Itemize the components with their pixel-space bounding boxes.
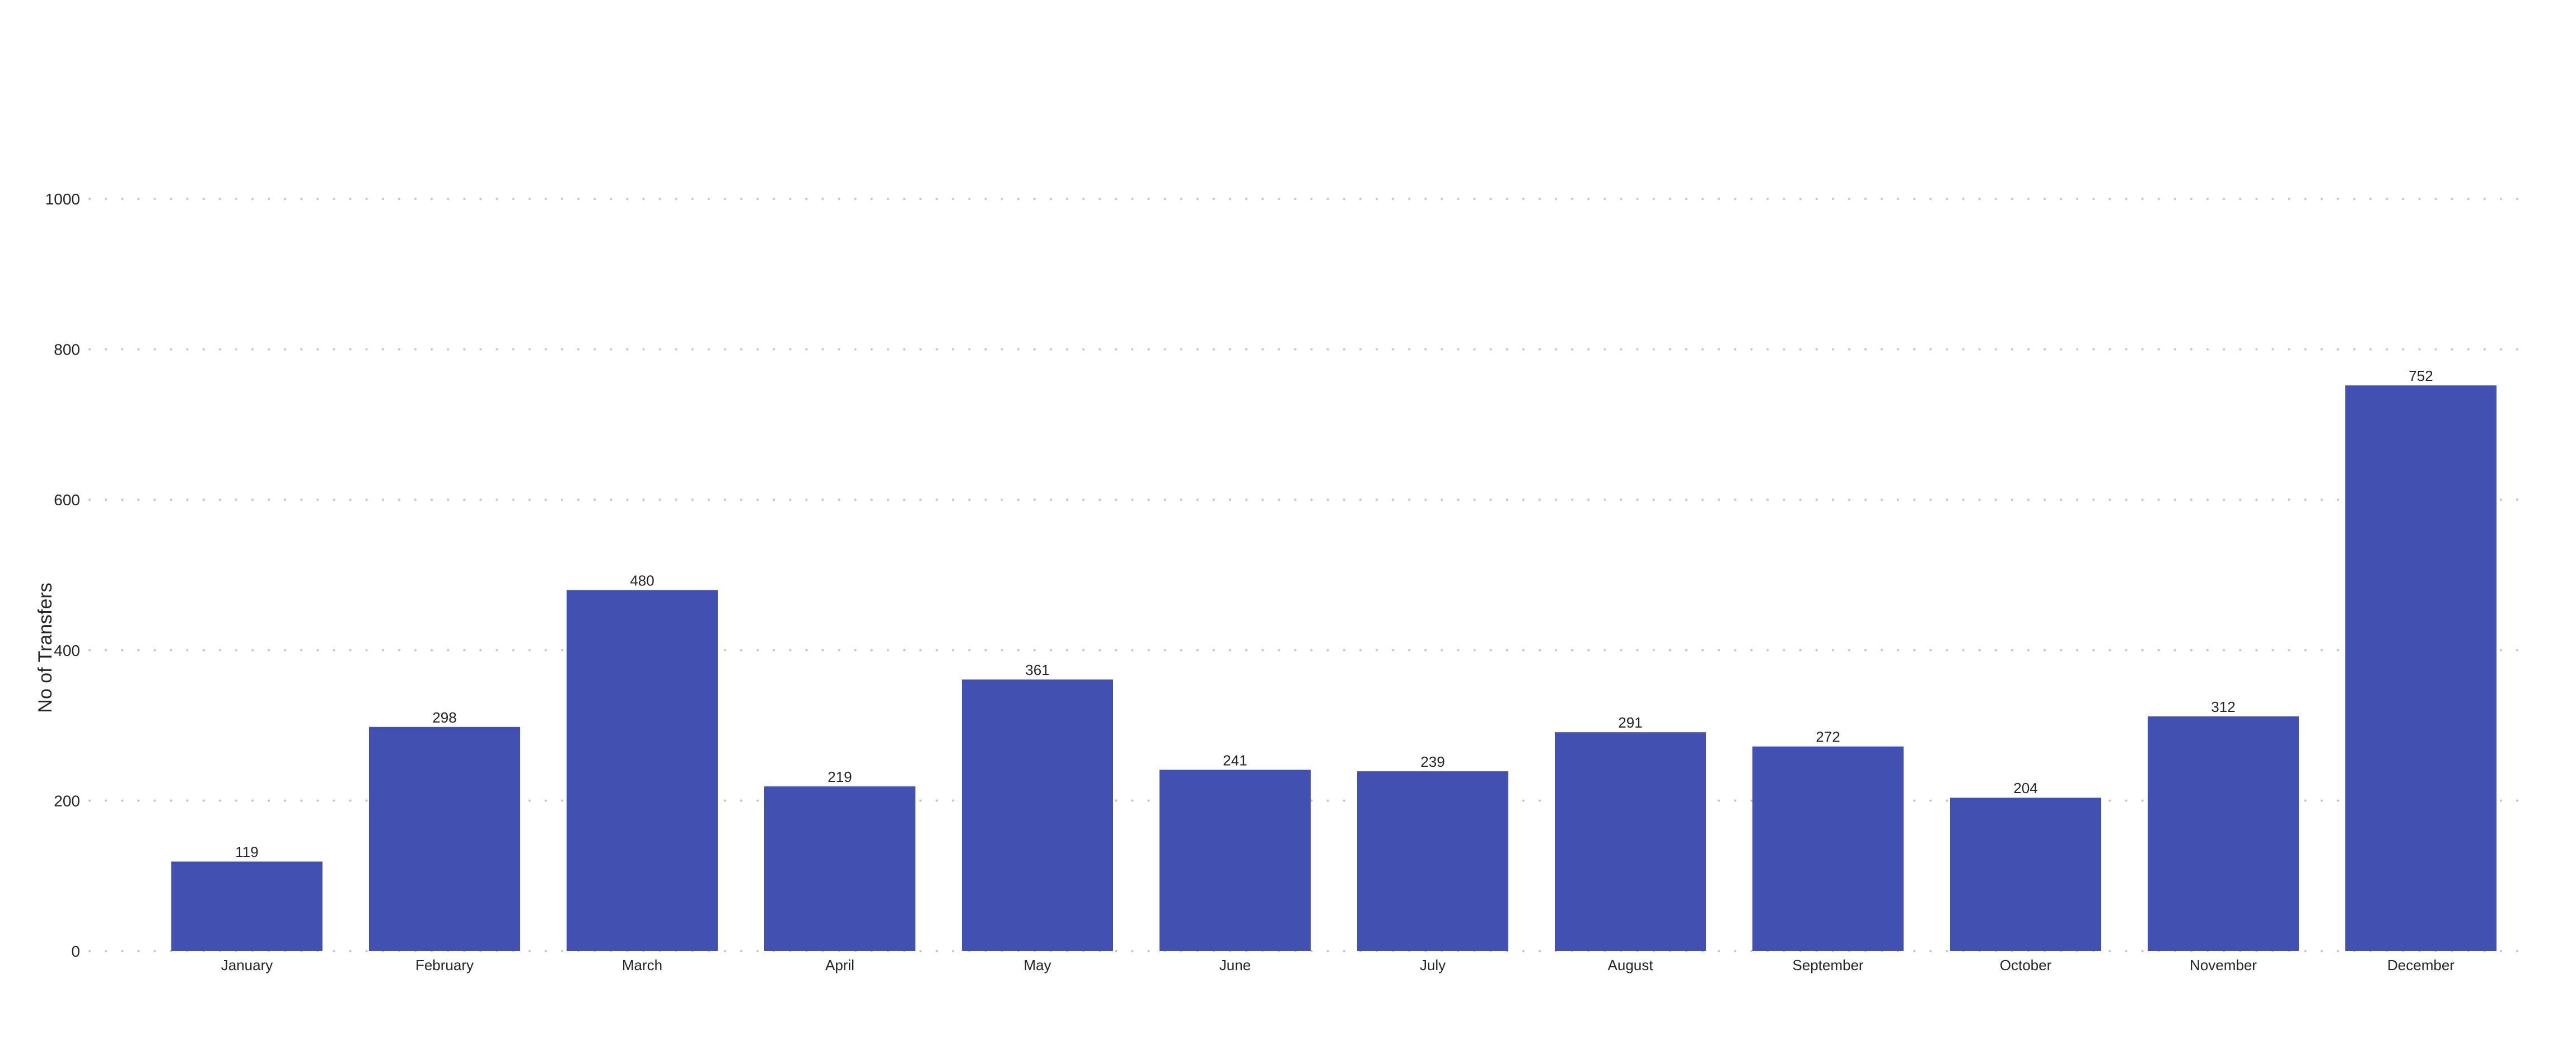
x-tick-label: December [2387, 957, 2455, 974]
data-labels: 119 298 480 219 361 241 239 291 272 204 312 752 [235, 367, 2433, 860]
data-label: 752 [2409, 367, 2433, 384]
x-tick-label: April [825, 957, 854, 974]
data-label: 272 [1816, 729, 1840, 746]
data-label: 241 [1223, 752, 1247, 768]
x-tick-label: November [2190, 957, 2257, 974]
bar[interactable] [1752, 746, 1904, 951]
x-tick-label: September [1792, 957, 1864, 974]
bar[interactable] [171, 861, 322, 951]
data-label: 298 [432, 709, 456, 726]
x-tick-label: August [1608, 957, 1654, 974]
y-tick-label: 400 [54, 642, 80, 659]
data-label: 204 [2013, 780, 2037, 796]
bar[interactable] [1357, 771, 1508, 951]
bar[interactable] [2345, 385, 2496, 951]
bar[interactable] [1555, 732, 1706, 951]
x-tick-label: June [1219, 957, 1251, 974]
bar[interactable] [1950, 798, 2101, 951]
y-tick-label: 1000 [45, 190, 80, 208]
data-label: 119 [235, 844, 258, 860]
bar[interactable] [1160, 770, 1311, 951]
data-label: 239 [1420, 753, 1444, 770]
data-label: 361 [1025, 662, 1049, 678]
x-tick-label: February [415, 957, 474, 974]
bar[interactable] [962, 679, 1113, 951]
bar[interactable] [2148, 716, 2299, 951]
x-axis-ticks: January February March April May June July Augu… [221, 957, 2455, 974]
x-tick-label: July [1420, 957, 1446, 974]
x-tick-label: May [1023, 957, 1051, 974]
data-label: 219 [828, 768, 852, 785]
data-label: 291 [1618, 714, 1642, 731]
bar[interactable] [764, 786, 915, 951]
bar[interactable] [567, 590, 718, 951]
x-tick-label: October [2000, 957, 2052, 974]
bars [171, 385, 2496, 951]
data-label: 312 [2211, 698, 2235, 715]
y-tick-label: 0 [71, 943, 80, 960]
y-tick-label: 600 [54, 491, 80, 509]
y-tick-label: 200 [54, 792, 80, 809]
data-label: 480 [630, 572, 654, 589]
x-tick-label: January [221, 957, 273, 974]
y-tick-label: 800 [54, 341, 80, 358]
bar[interactable] [369, 726, 520, 951]
x-tick-label: March [622, 957, 662, 974]
y-axis-title: No of Transfers [35, 583, 56, 712]
y-axis-ticks: 0 200 400 600 800 1000 [45, 190, 80, 960]
